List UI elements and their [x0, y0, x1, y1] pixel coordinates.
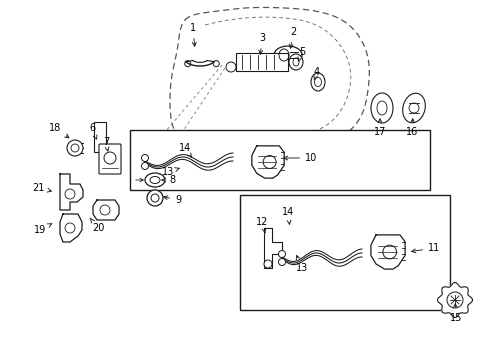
- Circle shape: [264, 260, 271, 268]
- Text: 6: 6: [89, 123, 97, 139]
- Bar: [236, 53, 287, 71]
- Text: 20: 20: [90, 218, 104, 233]
- Ellipse shape: [370, 93, 392, 123]
- Text: 12: 12: [255, 217, 267, 233]
- Text: 7: 7: [102, 137, 109, 151]
- Text: 16: 16: [405, 119, 417, 137]
- Polygon shape: [251, 146, 284, 178]
- Text: 11: 11: [411, 243, 439, 253]
- Bar: [130, 130, 429, 190]
- Text: 17: 17: [373, 119, 386, 137]
- FancyBboxPatch shape: [99, 144, 121, 174]
- Text: 1: 1: [189, 23, 196, 46]
- Circle shape: [278, 251, 285, 257]
- Ellipse shape: [310, 73, 325, 91]
- Polygon shape: [60, 174, 83, 210]
- Circle shape: [141, 162, 148, 170]
- Text: 13: 13: [295, 256, 307, 273]
- Circle shape: [67, 140, 83, 156]
- Text: 4: 4: [313, 67, 320, 80]
- Ellipse shape: [288, 54, 303, 70]
- Text: 19: 19: [34, 224, 52, 235]
- Text: 15: 15: [449, 304, 461, 323]
- Text: 14: 14: [281, 207, 293, 224]
- Text: 14: 14: [179, 143, 191, 157]
- Ellipse shape: [273, 46, 302, 64]
- Polygon shape: [370, 235, 404, 269]
- Text: 21: 21: [32, 183, 51, 193]
- Text: 2: 2: [288, 27, 296, 48]
- Circle shape: [225, 62, 236, 72]
- Text: 18: 18: [49, 123, 69, 138]
- Ellipse shape: [402, 93, 425, 123]
- Circle shape: [141, 154, 148, 162]
- Text: 3: 3: [258, 33, 264, 54]
- Polygon shape: [264, 228, 282, 268]
- Polygon shape: [437, 283, 471, 318]
- Bar: [240, 195, 449, 310]
- Text: 13: 13: [162, 167, 179, 177]
- Text: 10: 10: [283, 153, 317, 163]
- Text: 8: 8: [162, 175, 175, 185]
- Polygon shape: [60, 214, 82, 242]
- Bar: [94, 122, 106, 152]
- Ellipse shape: [145, 173, 164, 187]
- Circle shape: [278, 258, 285, 266]
- Text: 5: 5: [297, 47, 305, 61]
- Circle shape: [147, 190, 163, 206]
- Text: 9: 9: [163, 195, 181, 205]
- Polygon shape: [93, 200, 119, 220]
